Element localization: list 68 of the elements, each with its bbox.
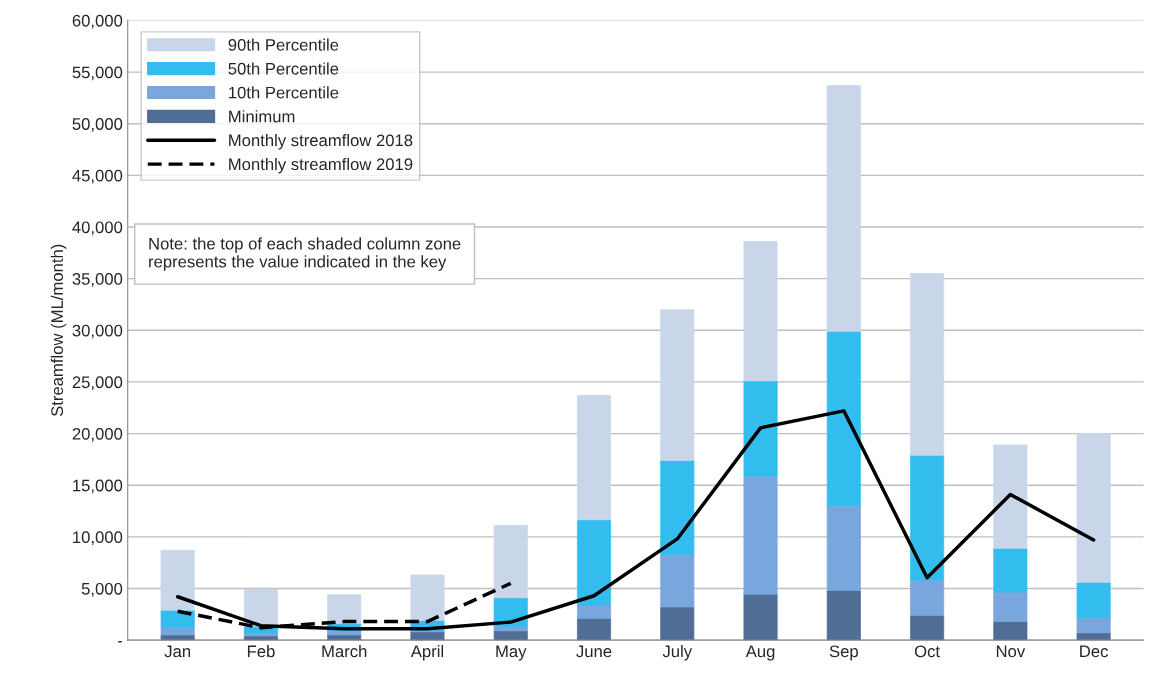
- y-tick-label: 55,000: [72, 66, 123, 81]
- bar: [826, 330, 861, 507]
- line-series: [175, 409, 1096, 631]
- bar: [743, 593, 778, 641]
- x-tick-label: July: [662, 645, 693, 661]
- bar: [826, 590, 861, 641]
- y-tick-label: 40,000: [72, 221, 123, 236]
- bar: [1076, 581, 1111, 618]
- bar: [577, 395, 612, 521]
- y-tick-label: 15,000: [73, 479, 123, 494]
- bar: [826, 505, 861, 591]
- bar: [660, 554, 695, 608]
- x-tick-label: Jan: [164, 645, 191, 658]
- x-tick-label: Feb: [247, 645, 275, 658]
- legend-label: Monthly streamflow 2019: [229, 157, 413, 174]
- y-tick-label: -: [118, 641, 123, 643]
- bar: [160, 549, 195, 611]
- bar: [993, 591, 1028, 622]
- bar: [327, 594, 362, 624]
- y-tick-label: 60,000: [72, 14, 123, 29]
- bar: [910, 454, 945, 581]
- legend-label: Minimum: [229, 110, 295, 123]
- y-tick-label: 20,000: [72, 427, 123, 442]
- bar: [910, 615, 945, 641]
- bar: [577, 618, 612, 641]
- bar: [1076, 617, 1111, 634]
- bar: [660, 460, 695, 555]
- y-tick-label: 25,000: [72, 376, 123, 391]
- y-tick-label: 10,000: [73, 531, 123, 546]
- legend-label: 90th Percentile: [228, 38, 339, 51]
- x-tick-label: May: [496, 645, 527, 661]
- bar: [743, 380, 778, 477]
- bar: [993, 621, 1028, 641]
- bar: [577, 519, 612, 606]
- bar: [993, 547, 1028, 593]
- x-tick-label: Aug: [745, 645, 775, 661]
- bar: [243, 589, 278, 627]
- bar: [993, 444, 1028, 549]
- legend-label: 50th Percentile: [228, 62, 339, 75]
- x-tick-label: March: [322, 645, 367, 658]
- x-tick-label: Oct: [914, 645, 940, 658]
- bar: [577, 604, 612, 619]
- bar: [660, 606, 695, 641]
- x-tick-label: Sep: [829, 645, 858, 661]
- y-tick-label: 35,000: [72, 273, 123, 287]
- bar: [493, 525, 528, 599]
- x-tick-label: June: [576, 645, 612, 658]
- bar: [743, 476, 778, 595]
- bar: [1076, 433, 1111, 583]
- y-tick-label: 45,000: [72, 169, 123, 184]
- bar: [327, 631, 362, 636]
- y-tick-label: 50,000: [72, 118, 123, 132]
- bar: [410, 574, 445, 621]
- legend-label: Monthly streamflow 2018: [229, 134, 413, 150]
- annotation: Note: the top of each shaded column zone represents the value indicated in the key: [149, 237, 461, 271]
- x-tick-label: Dec: [1080, 645, 1108, 658]
- x-tick-label: Nov: [996, 645, 1026, 658]
- bar: [910, 273, 945, 456]
- bar: [910, 579, 945, 616]
- x-tick-label: April: [410, 645, 444, 661]
- bar: [160, 627, 195, 636]
- y-tick-label: 30,000: [72, 324, 123, 339]
- bar: [826, 85, 861, 332]
- bar: [743, 241, 778, 382]
- y-axis-title: Streamflow (ML/month): [50, 244, 67, 417]
- bar: [660, 309, 695, 461]
- legend-label: 10th Percentile: [229, 86, 339, 99]
- y-tick-label: 5,000: [81, 582, 123, 597]
